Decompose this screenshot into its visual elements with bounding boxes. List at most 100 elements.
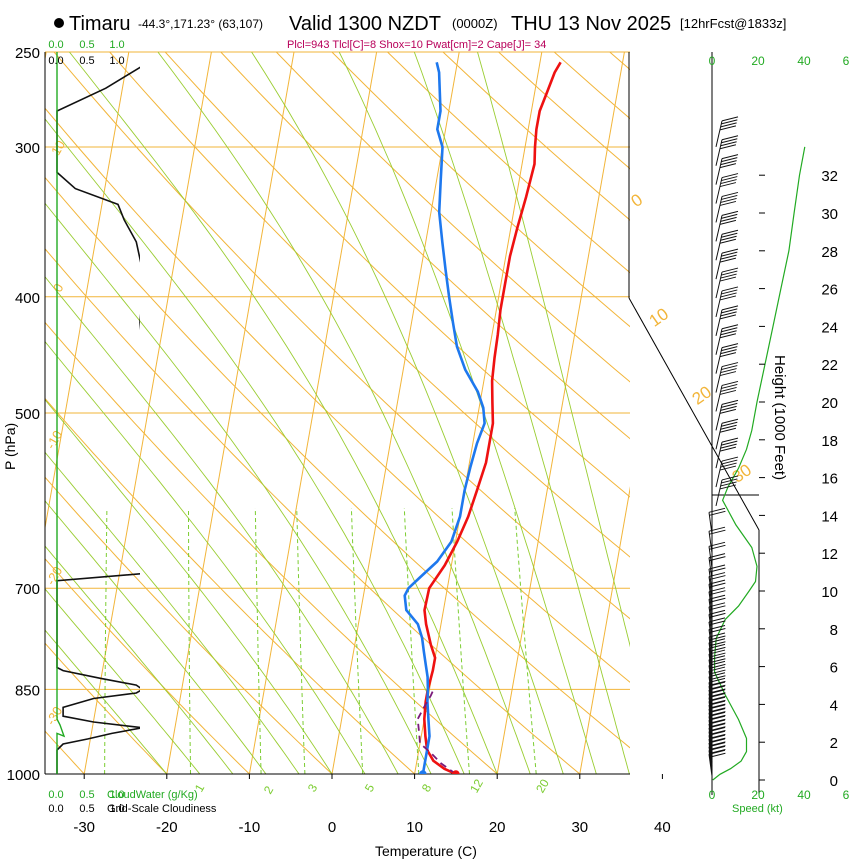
- moist-adiabat-line: [45, 629, 168, 774]
- height-tick-label: 28: [821, 244, 838, 261]
- pressure-tick-label: 300: [15, 140, 40, 157]
- height-tick-label: 8: [830, 622, 838, 639]
- moist-adiabat-line: [69, 52, 498, 774]
- forecast-tag: [12hrFcst@1833z]: [680, 16, 786, 31]
- header: Timaru -44.3°,171.23° (63,107) Valid 130…: [54, 13, 786, 51]
- cloud-water-bottom-tick: 1.0: [109, 789, 124, 801]
- temperature-tick-label: 10: [406, 819, 423, 836]
- moist-adiabat-line: [338, 52, 597, 774]
- dry-adiabat-line: [275, 52, 630, 383]
- mixing-ratio-line: [188, 508, 191, 774]
- isobars: [45, 51, 630, 775]
- dry-adiabat-line: [387, 52, 630, 274]
- height-tick-label: 22: [821, 357, 838, 374]
- wind-barb: [715, 229, 739, 261]
- height-axis-title: Height (1000 Feet): [771, 355, 788, 480]
- height-tick-label: 24: [821, 319, 838, 336]
- speed-top-tick: 6: [843, 54, 850, 68]
- wind-speed-profile: [712, 146, 806, 781]
- cloud-water-top-tick: 0.5: [79, 39, 94, 51]
- moist-adiabat-line: [45, 500, 267, 774]
- plot-frame: [44, 52, 760, 795]
- pressure-tick-label: 850: [15, 682, 40, 699]
- dry-adiabat-line: [53, 52, 630, 620]
- height-tick-label: 4: [830, 697, 838, 714]
- temperature-tick-label: 40: [654, 819, 671, 836]
- dewpoint-line: [403, 61, 486, 774]
- height-tick-label: 16: [821, 471, 838, 488]
- moist-adiabat-line: [45, 588, 201, 774]
- height-tick-label: 2: [830, 735, 838, 752]
- isotherm-label: 10: [48, 138, 68, 158]
- moist-adiabat-line: [45, 202, 432, 774]
- speed-top-tick: 20: [751, 54, 765, 68]
- moist-adiabat-line: [45, 340, 366, 774]
- dry-adiabat-line: [45, 107, 630, 683]
- pressure-tick-label: 250: [15, 45, 40, 62]
- moist-adiabat-line: [45, 399, 333, 774]
- height-tick-label: 32: [821, 168, 838, 185]
- dry-adiabat-line: [109, 52, 630, 558]
- mixing-ratio-label: 2: [261, 783, 277, 796]
- wind-barb: [715, 305, 739, 336]
- wind-panel: [708, 116, 806, 781]
- wind-barb: [715, 248, 739, 280]
- dry-adiabat-line: [331, 52, 630, 328]
- dry-adiabat-line: [45, 176, 630, 749]
- isotherm-label: -20: [43, 564, 65, 588]
- cloudiness-top-tick: 1.0: [109, 55, 124, 67]
- dry-adiabat-line: [45, 642, 168, 774]
- mixing-ratio-label: 3: [305, 781, 321, 794]
- dry-adiabat-line: [220, 52, 630, 440]
- cloudiness-top-tick: 0.5: [79, 55, 94, 67]
- wind-barb: [715, 267, 739, 299]
- moist-adiabat-line: [45, 118, 465, 774]
- speed-bottom-tick: 0: [709, 788, 716, 802]
- speed-axis-title: Speed (kt): [732, 803, 783, 815]
- wind-barb: [715, 286, 739, 318]
- moist-adiabat-line: [45, 276, 399, 774]
- wind-barb: [715, 154, 739, 185]
- pressure-tick-label: 400: [15, 290, 40, 307]
- temperature-tick-label: 20: [489, 819, 506, 836]
- cloud-water-bottom-tick: 0.0: [48, 789, 63, 801]
- mixing-ratio-label: 8: [419, 781, 435, 794]
- temperature-tick-label: -10: [239, 819, 261, 836]
- mixing-ratio-line: [350, 507, 364, 774]
- valid-time: Valid 1300 NZDT: [289, 13, 441, 35]
- wind-barb: [708, 507, 726, 535]
- wind-barb: [708, 579, 726, 607]
- parcel-line: [416, 689, 457, 774]
- isotherm-line: [579, 486, 630, 774]
- moist-adiabat-line: [477, 52, 630, 648]
- cloud-profile: [56, 52, 140, 774]
- isotherm-line: [331, 52, 460, 774]
- wind-barb: [715, 380, 739, 412]
- wind-barb: [715, 456, 739, 488]
- zulu-time: (0000Z): [452, 16, 498, 31]
- height-tick-label: 30: [821, 206, 838, 223]
- moist-adiabat-line: [45, 451, 300, 774]
- mixing-ratio-label: 12: [467, 776, 486, 795]
- wind-barb: [715, 324, 739, 355]
- height-tick-label: 18: [821, 433, 838, 450]
- mixing-ratio-line: [104, 507, 108, 774]
- dry-adiabat-label: 10: [646, 304, 672, 330]
- height-tick-label: 0: [830, 773, 838, 790]
- height-tick-label: 20: [821, 395, 838, 412]
- pressure-tick-label: 500: [15, 406, 40, 423]
- cloudiness-top-tick: 0.0: [48, 55, 63, 67]
- speed-bottom-tick: 20: [751, 788, 765, 802]
- dry-adiabat-label: 0: [628, 190, 647, 211]
- mixing-ratio-label: 20: [533, 776, 552, 795]
- temperature-tick-label: -30: [73, 819, 95, 836]
- wind-barb: [715, 437, 739, 469]
- wind-barb: [715, 399, 739, 431]
- mixing-ratio-line: [514, 507, 537, 774]
- dry-adiabat-label: 20: [689, 382, 715, 408]
- wind-barb: [715, 173, 739, 204]
- moist-adiabat-line: [251, 52, 564, 774]
- mixing-ratio-line: [451, 507, 470, 774]
